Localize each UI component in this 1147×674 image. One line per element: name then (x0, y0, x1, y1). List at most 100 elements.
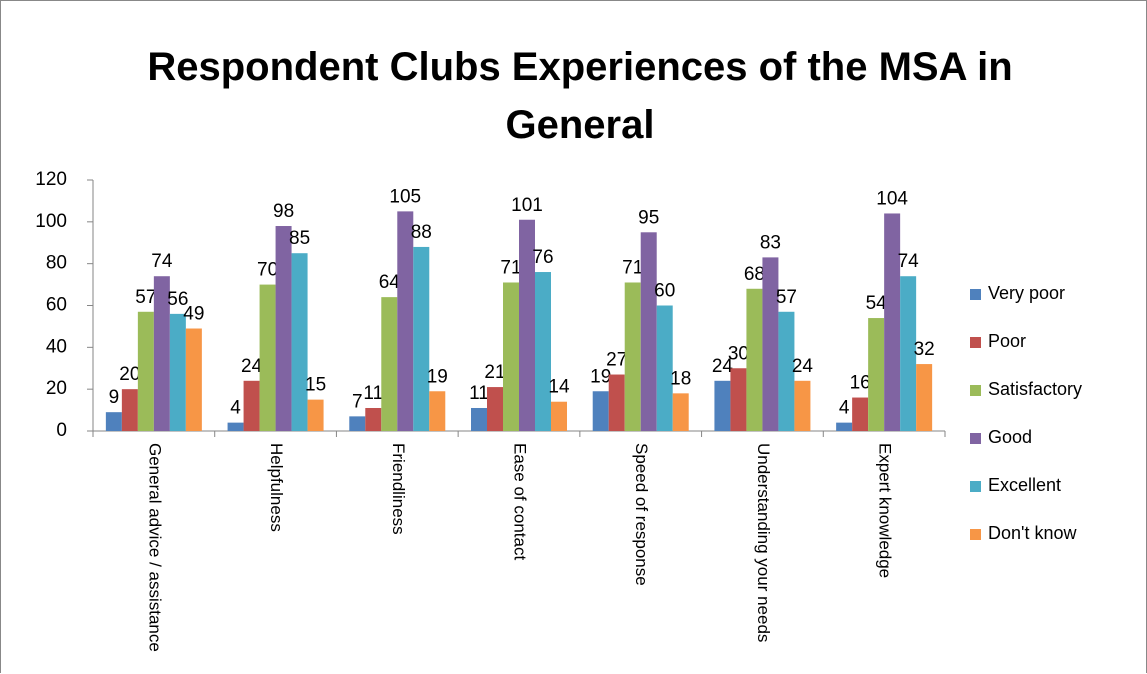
value-label: 56 (167, 289, 188, 310)
y-tick-label: 40 (46, 336, 67, 357)
bar (413, 246, 430, 431)
bar (640, 232, 657, 431)
bar (365, 407, 382, 431)
bar (551, 401, 567, 431)
bar (714, 380, 731, 431)
legend-swatch (970, 385, 981, 396)
bar (592, 391, 609, 431)
value-label: 16 (850, 373, 871, 394)
value-label: 74 (898, 251, 920, 272)
bar (519, 219, 535, 431)
bar (259, 284, 276, 431)
x-tick-label: Friendliness (389, 443, 408, 535)
bar (624, 282, 641, 431)
value-label: 21 (484, 362, 505, 383)
x-tick-label: Ease of contact (511, 443, 530, 560)
x-tick-label: General advice / assistance (145, 443, 164, 652)
value-label: 68 (744, 264, 765, 285)
value-label: 24 (792, 356, 814, 377)
value-label: 24 (241, 356, 263, 377)
bar (105, 412, 122, 431)
legend-swatch (970, 529, 981, 540)
legend-swatch (970, 289, 981, 300)
bar (137, 311, 154, 431)
value-label: 101 (511, 195, 543, 216)
bar (169, 313, 186, 431)
bar (381, 297, 398, 431)
bar (762, 257, 779, 431)
value-label: 4 (230, 398, 241, 419)
value-label: 85 (289, 228, 310, 249)
bar (900, 276, 917, 431)
bar (778, 311, 795, 431)
value-label: 54 (866, 293, 888, 314)
value-label: 104 (876, 188, 908, 209)
legend-swatch (970, 433, 981, 444)
bar (656, 305, 673, 431)
bar (746, 288, 763, 431)
legend-swatch (970, 337, 981, 348)
legend-label: Very poor (988, 283, 1065, 303)
value-label: 88 (411, 222, 432, 243)
x-tick-label: Speed of response (632, 443, 651, 586)
y-tick-label: 0 (56, 420, 67, 441)
value-label: 27 (606, 350, 627, 371)
value-label: 95 (638, 207, 659, 228)
value-label: 24 (712, 356, 734, 377)
value-label: 98 (273, 201, 294, 222)
value-label: 64 (379, 272, 401, 293)
value-label: 18 (670, 368, 691, 389)
bar (429, 391, 446, 431)
bar (227, 422, 244, 431)
value-label: 30 (728, 343, 749, 364)
chart-title: Respondent Clubs Experiences of the MSA … (147, 45, 1013, 147)
bar (916, 364, 933, 431)
bar (397, 211, 414, 431)
legend-swatch (970, 481, 981, 492)
legend-label: Good (988, 427, 1032, 447)
bar (291, 253, 308, 431)
value-label: 32 (914, 339, 935, 360)
value-label: 57 (135, 287, 156, 308)
value-label: 19 (590, 366, 611, 387)
bar (185, 328, 202, 431)
x-tick-label: Expert knowledge (876, 443, 895, 578)
bar (852, 397, 869, 431)
value-label: 71 (500, 258, 521, 279)
value-label: 49 (183, 304, 204, 325)
value-label: 7 (352, 391, 363, 412)
bar (608, 374, 625, 431)
bar (487, 387, 503, 431)
value-label: 70 (257, 260, 278, 281)
value-label: 83 (760, 232, 781, 253)
legend-label: Poor (988, 331, 1026, 351)
bar (471, 407, 487, 431)
bar (535, 272, 551, 431)
bar (307, 399, 324, 431)
value-label: 60 (654, 281, 675, 302)
bar (275, 226, 292, 431)
value-label: 11 (363, 383, 383, 404)
bar (503, 282, 519, 431)
x-tick-label: Helpfulness (267, 443, 286, 532)
bar (730, 368, 747, 431)
value-label: 19 (427, 366, 448, 387)
value-label: 76 (532, 247, 553, 268)
value-label: 4 (839, 398, 850, 419)
bar (153, 276, 170, 431)
bar (349, 416, 366, 431)
legend-label: Excellent (988, 475, 1061, 495)
x-tick-label: Understanding your needs (754, 443, 773, 642)
bar (884, 213, 901, 431)
value-label: 11 (469, 383, 489, 404)
bar (868, 318, 885, 431)
value-label: 57 (776, 287, 797, 308)
bar (794, 380, 811, 431)
value-label: 74 (151, 251, 173, 272)
y-tick-label: 20 (46, 378, 67, 399)
y-tick-label: 100 (35, 211, 67, 232)
value-label: 9 (109, 387, 120, 408)
y-tick-label: 80 (46, 253, 67, 274)
